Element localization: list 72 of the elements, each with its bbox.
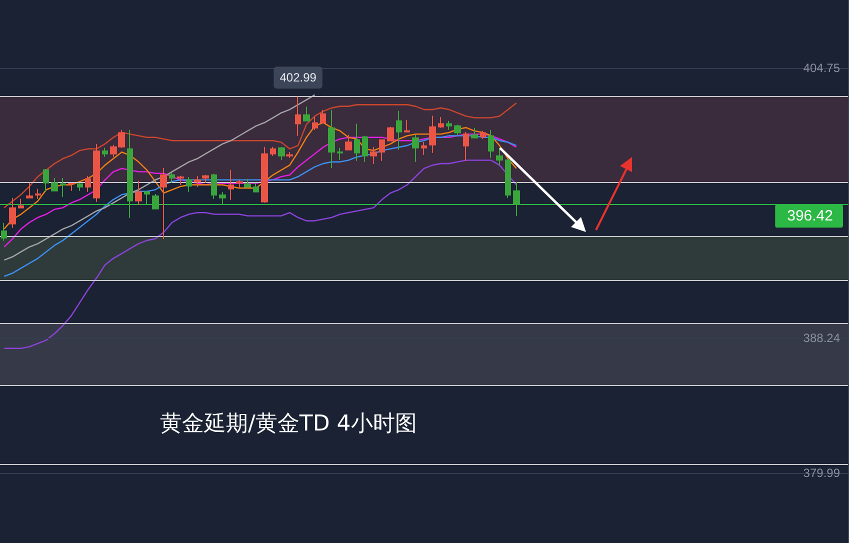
- candlestick: [429, 115, 436, 154]
- candlestick: [370, 146, 377, 164]
- candlestick: [9, 197, 16, 228]
- candlestick: [396, 110, 402, 150]
- candlestick: [211, 173, 217, 200]
- candlestick: [312, 116, 318, 130]
- candlestick: [295, 96, 301, 136]
- line-series: [4, 135, 518, 278]
- candlestick: [51, 177, 58, 192]
- candlestick: [169, 172, 175, 184]
- annotation: 402.99: [280, 70, 317, 85]
- candlestick: [236, 179, 243, 188]
- candlestick: [387, 126, 394, 142]
- text: 黄金延期/黄金TD 4小时图: [160, 412, 417, 436]
- candlestick: [362, 135, 368, 162]
- candlestick: [26, 182, 33, 198]
- line-series: [4, 122, 518, 230]
- candlestick: [471, 127, 478, 138]
- line-series: [4, 160, 518, 350]
- candlestick: [244, 178, 251, 188]
- candlestick: [379, 139, 385, 162]
- candlestick: [354, 123, 360, 162]
- candlestick: [186, 176, 192, 192]
- y-tick-label: 404.75: [803, 60, 840, 75]
- candlestick: [93, 143, 100, 202]
- candlestick: [127, 129, 133, 218]
- candlestick: [454, 124, 461, 136]
- candlestick: [35, 188, 41, 200]
- candlestick: [177, 175, 184, 186]
- candlestick: [513, 181, 520, 216]
- candlestick: [102, 147, 108, 158]
- candlestick: [328, 109, 335, 168]
- candlestick: [421, 141, 427, 156]
- candlestick: [228, 169, 234, 200]
- candlestick: [480, 130, 486, 140]
- candlestick: [18, 198, 24, 208]
- candlestick: [320, 109, 326, 124]
- candlestick: [446, 120, 452, 130]
- line-series: [4, 133, 518, 248]
- candlestick: [68, 182, 75, 192]
- candlestick: [438, 116, 444, 128]
- y-tick-label: 379.99: [803, 466, 840, 480]
- candlestick: [152, 193, 159, 210]
- candlestick: [463, 131, 469, 162]
- candlestick: [77, 182, 83, 192]
- candlestick: [278, 146, 285, 160]
- candlestick: [496, 147, 503, 166]
- candlestick: [219, 191, 226, 206]
- candlestick: [202, 174, 209, 184]
- candlestick: [253, 182, 259, 192]
- candlestick: [404, 119, 410, 132]
- candlestick: [43, 168, 49, 192]
- candlestick: [303, 106, 310, 122]
- candlestick: [135, 180, 142, 206]
- candlestick: [505, 159, 511, 198]
- candlestick: [60, 177, 66, 198]
- candlestick: [1, 222, 7, 242]
- candlestick: [488, 129, 494, 158]
- candlestick: [194, 175, 201, 188]
- ref-line-label: 396.42: [787, 208, 833, 225]
- line-series: [4, 94, 316, 261]
- candlestick: [85, 175, 91, 192]
- candlestick: [345, 134, 352, 150]
- candlestick: [286, 151, 293, 158]
- candlestick: [412, 134, 419, 162]
- candlestick: [160, 167, 167, 240]
- candlestick: [337, 147, 343, 160]
- line-series: [4, 102, 518, 208]
- candlestick: [144, 191, 150, 206]
- y-tick-label: 388.24: [803, 330, 840, 345]
- candlestick: [270, 146, 276, 156]
- candlestick: [261, 146, 268, 204]
